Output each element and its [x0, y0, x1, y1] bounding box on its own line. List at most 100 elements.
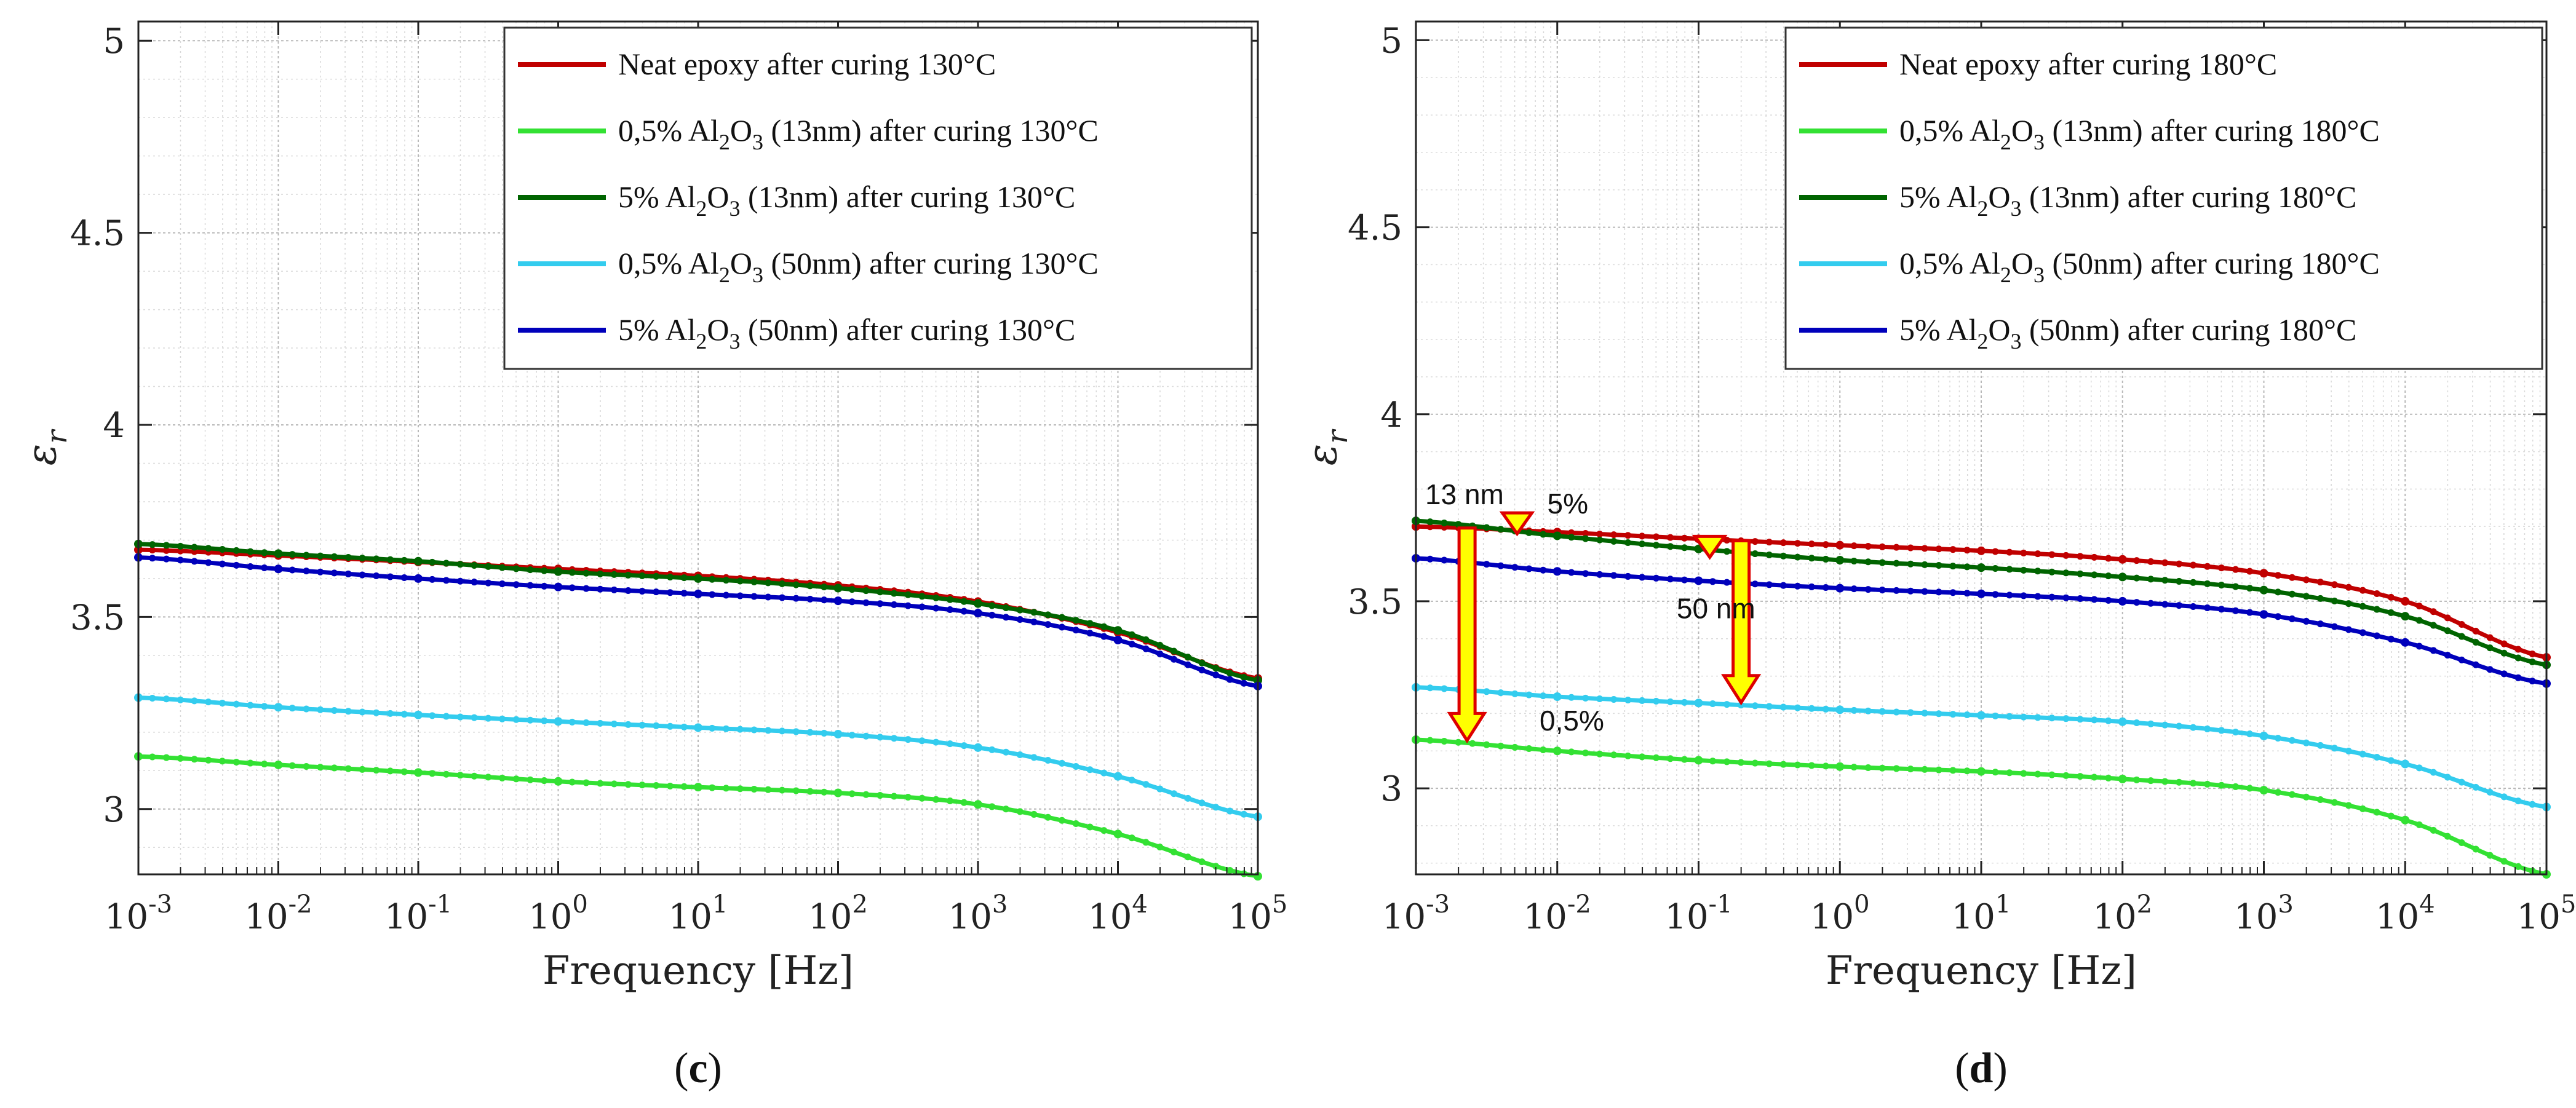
series-marker — [1963, 711, 1971, 719]
series-marker — [1723, 701, 1730, 708]
series-marker — [261, 549, 268, 556]
series-marker — [527, 566, 534, 574]
series-marker — [2077, 570, 2084, 577]
series-marker — [2373, 606, 2380, 613]
legend-entry: 0,5% Al2O3 (50nm) after curing 130°C — [618, 246, 1099, 287]
series-marker — [219, 758, 226, 765]
series-marker — [1030, 618, 1038, 625]
marker-5pct-50nm — [1691, 534, 1728, 560]
series-marker — [2006, 769, 2013, 777]
series-marker — [1808, 540, 1815, 548]
series-marker — [2147, 558, 2155, 565]
series-marker — [2444, 627, 2451, 635]
series-marker — [1850, 542, 1858, 550]
series-marker — [1003, 614, 1009, 621]
series-marker — [2161, 559, 2169, 566]
series-marker — [2232, 583, 2240, 590]
series-marker — [1184, 794, 1191, 802]
x-tick-label: 101 — [1952, 890, 2011, 937]
series-marker — [638, 721, 646, 729]
data-point — [274, 564, 283, 574]
legend-d: Neat epoxy after curing 180°C 0,5% Al2O3 … — [1784, 26, 2543, 370]
series-marker — [2302, 576, 2310, 584]
series-marker — [2077, 716, 2084, 723]
series-marker — [2190, 780, 2197, 787]
series-marker — [821, 788, 828, 796]
series-marker — [2133, 776, 2141, 783]
series-marker — [1086, 766, 1094, 774]
series-marker — [1568, 694, 1575, 701]
series-marker — [680, 783, 688, 790]
series-marker — [723, 592, 729, 599]
data-point — [2118, 596, 2127, 606]
series-marker — [2232, 607, 2240, 614]
series-marker — [1100, 769, 1108, 777]
series-marker — [1935, 588, 1942, 596]
series-marker — [527, 716, 534, 724]
series-marker — [1240, 673, 1247, 681]
y-axis-label-c: εr — [18, 429, 73, 465]
series-marker — [1751, 702, 1759, 710]
data-point — [2401, 596, 2410, 606]
series-marker — [429, 712, 436, 719]
series-marker — [2529, 651, 2536, 658]
series-marker — [2020, 566, 2027, 574]
series-marker — [1072, 627, 1079, 634]
series-marker — [1864, 542, 1872, 550]
series-marker — [1935, 766, 1942, 774]
data-point — [833, 584, 843, 593]
series-marker — [288, 705, 296, 712]
series-marker — [317, 552, 324, 560]
series-marker — [2105, 596, 2112, 604]
series-marker — [1667, 698, 1674, 705]
series-marker — [932, 604, 940, 612]
series-marker — [1949, 546, 1957, 553]
series-marker — [499, 580, 506, 587]
series-marker — [806, 582, 814, 590]
series-marker — [1610, 572, 1618, 579]
series-marker — [932, 594, 940, 601]
series-marker — [2218, 782, 2225, 789]
series-marker — [2034, 593, 2041, 600]
series-marker — [2274, 789, 2281, 796]
data-point — [1552, 746, 1562, 756]
series-marker — [1864, 707, 1872, 714]
series-marker — [792, 581, 800, 588]
data-point — [974, 800, 982, 809]
series-marker — [2274, 613, 2281, 620]
series-marker — [1808, 555, 1815, 562]
series-marker — [456, 561, 464, 568]
series-marker — [400, 711, 408, 718]
data-point — [833, 788, 843, 797]
series-marker — [1935, 545, 1942, 553]
series-marker — [2218, 727, 2225, 734]
series-marker — [1878, 559, 1886, 566]
series-marker — [303, 568, 310, 575]
series-marker — [2190, 724, 2197, 731]
series-marker — [1921, 710, 1928, 717]
series-marker — [2430, 647, 2437, 654]
series-marker — [1455, 738, 1462, 746]
series-marker — [2204, 580, 2211, 587]
x-tick-label: 103 — [2234, 890, 2294, 937]
series-marker — [1794, 704, 1801, 711]
series-marker — [1822, 541, 1829, 548]
series-marker — [2387, 812, 2395, 820]
series-marker — [2345, 626, 2352, 633]
series-marker — [667, 782, 674, 789]
annotation-0-5pct: 0,5% — [1540, 705, 1604, 737]
series-marker — [2373, 632, 2380, 639]
series-marker — [1198, 659, 1206, 667]
data-point — [974, 599, 982, 608]
data-point — [274, 703, 283, 712]
series-marker — [1794, 540, 1801, 547]
series-marker — [163, 555, 170, 563]
series-marker — [1949, 711, 1957, 718]
data-point — [414, 574, 423, 583]
series-marker — [2176, 778, 2183, 786]
series-marker — [261, 703, 268, 710]
series-marker — [960, 742, 968, 750]
data-point — [694, 723, 702, 732]
series-marker — [1779, 703, 1787, 711]
series-marker — [1765, 760, 1773, 767]
